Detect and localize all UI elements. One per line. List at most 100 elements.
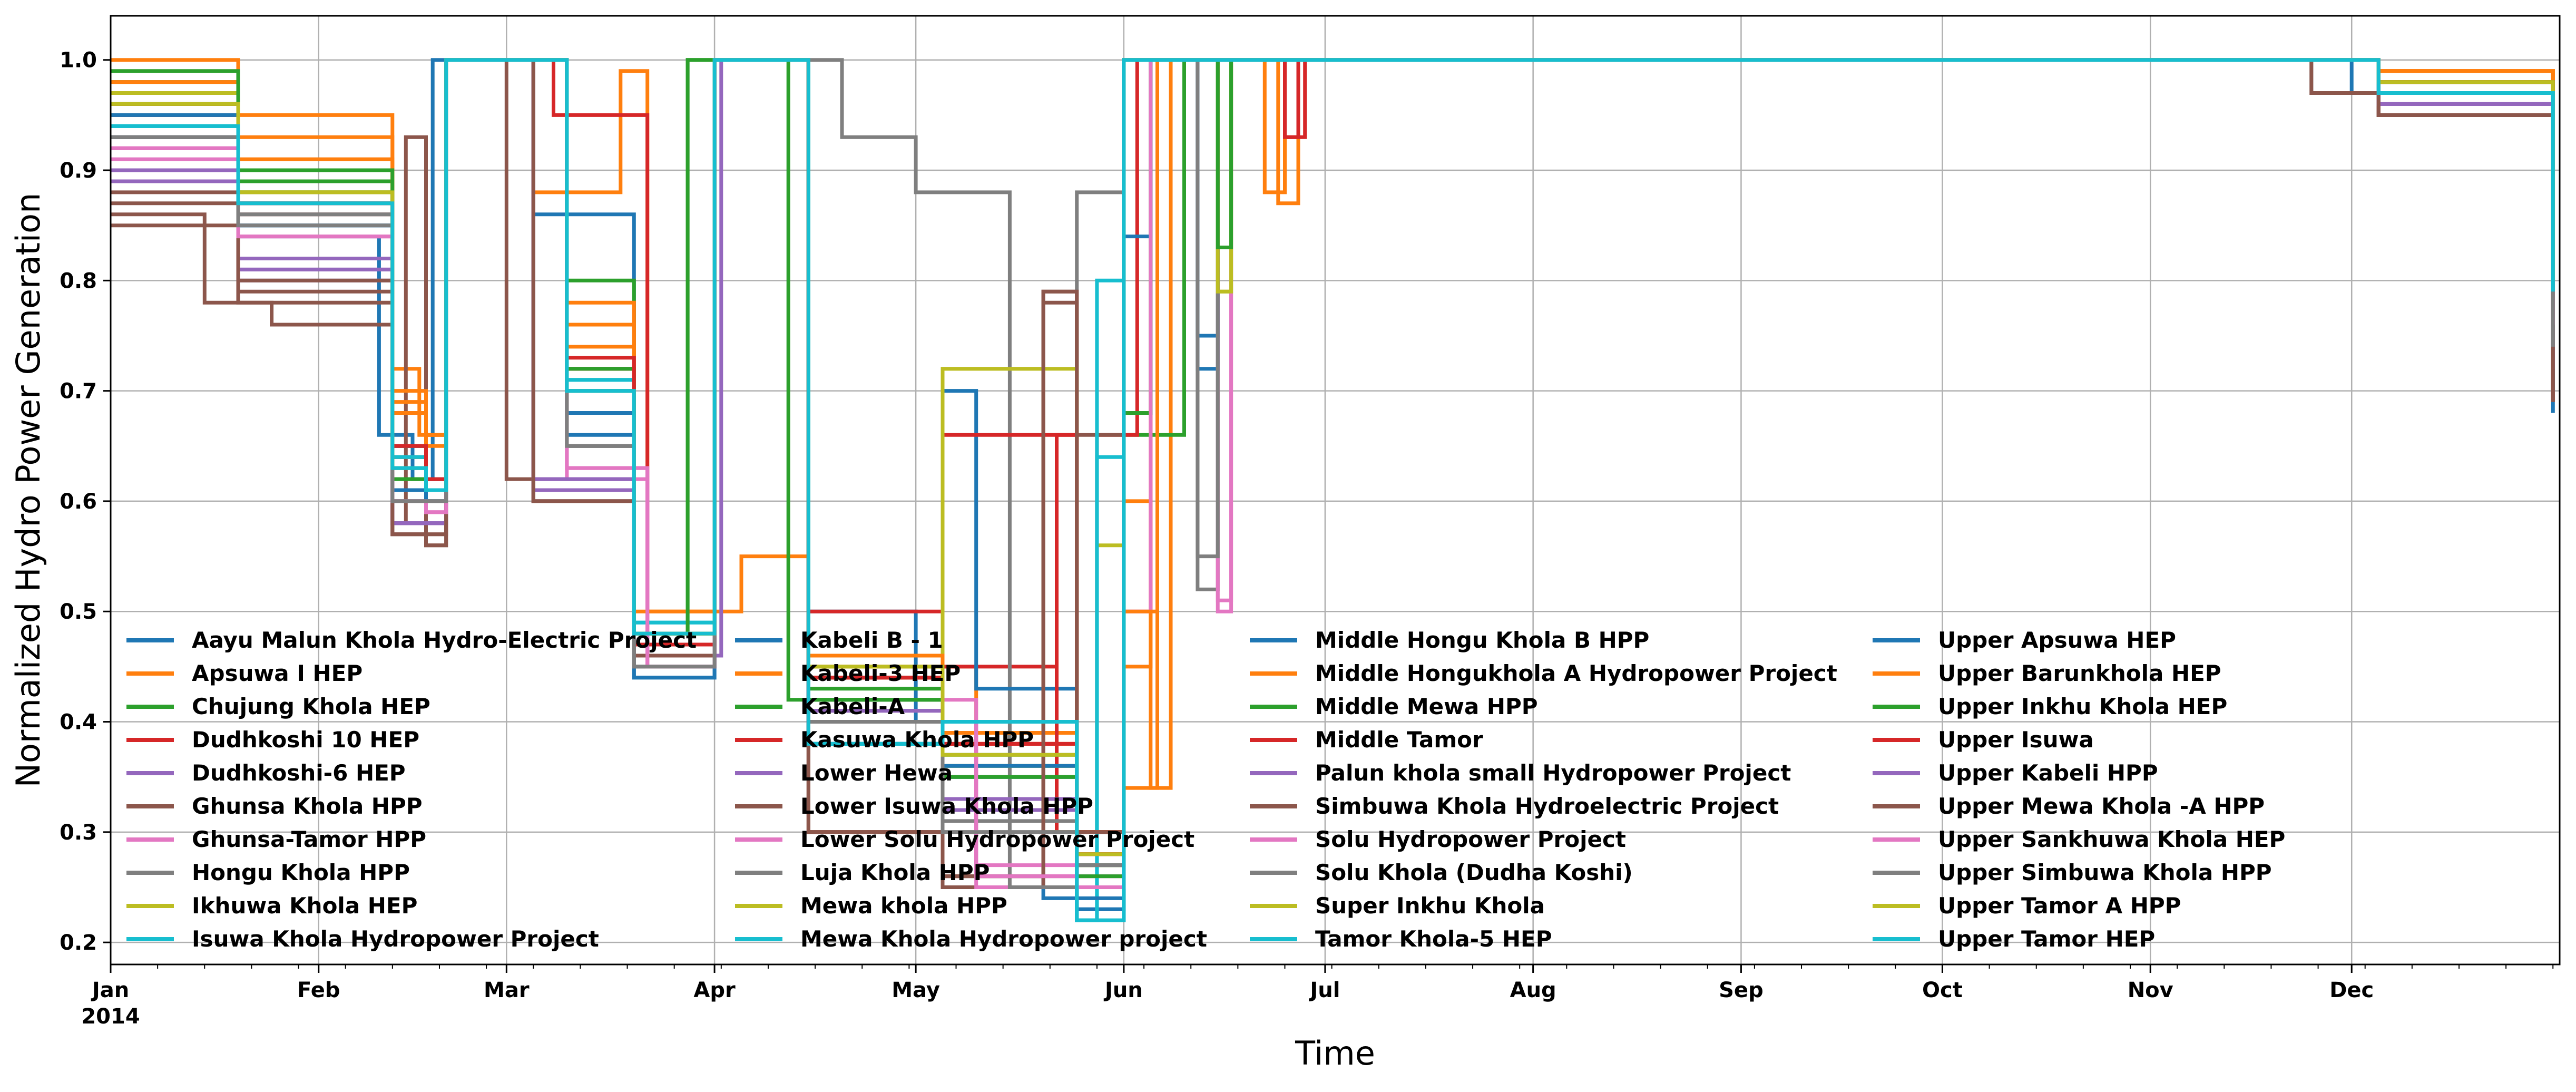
legend[interactable]: Aayu Malun Khola Hydro-Electric Project A… [126,627,2285,952]
legend-item[interactable]: Kasuwa Khola HPP [735,727,1034,753]
y-tick-label: 0.5 [60,600,97,624]
legend-item[interactable]: Lower Isuwa Khola HPP [735,793,1093,819]
legend-label: Lower Hewa [800,760,953,786]
legend-item[interactable]: Dudhkoshi-6 HEP [126,760,406,786]
legend-item[interactable]: Mewa Khola Hydropower project [735,926,1207,952]
legend-item[interactable]: Kabeli-A [735,694,905,719]
axis-ticks: 0.2 0.3 0.4 0.5 0.6 0.7 0.8 0.9 1.0 Jan 2014 Feb Mar… [60,48,2554,1029]
legend-label: Hongu Khola HPP [192,860,410,885]
legend-label: Tamor Khola-5 HEP [1315,926,1552,952]
legend-item[interactable]: Upper Sankhuwa Khola HEP [1873,826,2285,852]
legend-label: Lower Isuwa Khola HPP [800,793,1093,819]
legend-label: Super Inkhu Khola [1315,893,1545,919]
legend-label: Apsuwa I HEP [192,660,363,686]
legend-label: Upper Barunkhola HEP [1938,660,2221,686]
legend-item[interactable]: Dudhkoshi 10 HEP [126,727,419,753]
legend-item[interactable]: Upper Kabeli HPP [1873,760,2158,786]
legend-label: Upper Kabeli HPP [1938,760,2158,786]
legend-item[interactable]: Luja Khola HPP [735,860,990,885]
legend-item[interactable]: Ghunsa Khola HPP [126,793,423,819]
legend-item[interactable]: Super Inkhu Khola [1250,893,1545,919]
x-tick-label: Nov [2128,978,2173,1002]
legend-label: Dudhkoshi 10 HEP [192,727,419,753]
y-tick-label: 0.6 [60,490,97,514]
legend-item[interactable]: Upper Tamor HEP [1873,926,2155,952]
legend-label: Aayu Malun Khola Hydro-Electric Project [192,627,697,653]
legend-item[interactable]: Upper Inkhu Khola HEP [1873,694,2227,719]
legend-item[interactable]: Middle Tamor [1250,727,1483,753]
x-tick-label: May [892,978,940,1002]
legend-item[interactable]: Ghunsa-Tamor HPP [126,826,426,852]
legend-label: Upper Tamor HEP [1938,926,2155,952]
legend-label: Kabeli-3 HEP [800,660,961,686]
legend-item[interactable]: Aayu Malun Khola Hydro-Electric Project [126,627,697,653]
legend-label: Upper Isuwa [1938,727,2094,753]
y-tick-label: 1.0 [60,48,97,73]
legend-label: Isuwa Khola Hydropower Project [192,926,599,952]
legend-item[interactable]: Upper Tamor A HPP [1873,893,2181,919]
legend-item[interactable]: Apsuwa I HEP [126,660,363,686]
legend-label: Ghunsa-Tamor HPP [192,826,426,852]
legend-label: Dudhkoshi-6 HEP [192,760,406,786]
y-tick-label: 0.3 [60,821,97,845]
x-tick-sublabel: 2014 [81,1005,140,1029]
legend-label: Chujung Khola HEP [192,694,430,719]
legend-item[interactable]: Upper Apsuwa HEP [1873,627,2176,653]
legend-label: Upper Inkhu Khola HEP [1938,694,2227,719]
x-tick-label: Oct [1922,978,1963,1002]
legend-label: Lower Solu Hydropower Project [800,826,1194,852]
legend-item[interactable]: Middle Hongu Khola B HPP [1250,627,1649,653]
legend-item[interactable]: Simbuwa Khola Hydroelectric Project [1250,793,1779,819]
legend-label: Ghunsa Khola HPP [192,793,423,819]
legend-item[interactable]: Lower Solu Hydropower Project [735,826,1194,852]
legend-label: Kabeli B - 1 [800,627,943,653]
legend-label: Simbuwa Khola Hydroelectric Project [1315,793,1779,819]
legend-label: Solu Khola (Dudha Koshi) [1315,860,1633,885]
series-line-40 [111,58,2555,922]
legend-item[interactable]: Hongu Khola HPP [126,860,410,885]
legend-item[interactable]: Tamor Khola-5 HEP [1250,926,1552,952]
x-tick-label: Jul [1308,978,1340,1002]
x-tick-label: Jun [1103,978,1143,1002]
legend-item[interactable]: Lower Hewa [735,760,953,786]
legend-item[interactable]: Solu Khola (Dudha Koshi) [1250,860,1633,885]
legend-label: Palun khola small Hydropower Project [1315,760,1791,786]
legend-item[interactable]: Chujung Khola HEP [126,694,430,719]
legend-item[interactable]: Solu Hydropower Project [1250,826,1626,852]
y-tick-label: 0.2 [60,931,97,955]
y-tick-label: 0.4 [60,710,97,735]
legend-label: Upper Tamor A HPP [1938,893,2181,919]
legend-item[interactable]: Middle Hongukhola A Hydropower Project [1250,660,1837,686]
legend-item[interactable]: Isuwa Khola Hydropower Project [126,926,599,952]
legend-item[interactable]: Upper Mewa Khola -A HPP [1873,793,2265,819]
legend-item[interactable]: Mewa khola HPP [735,893,1007,919]
legend-label: Middle Tamor [1315,727,1483,753]
legend-item[interactable]: Upper Barunkhola HEP [1873,660,2221,686]
legend-item[interactable]: Kabeli B - 1 [735,627,943,653]
legend-label: Upper Mewa Khola -A HPP [1938,793,2265,819]
x-tick-label: Feb [297,978,340,1002]
legend-label: Luja Khola HPP [800,860,990,885]
legend-item[interactable]: Middle Mewa HPP [1250,694,1538,719]
legend-label: Solu Hydropower Project [1315,826,1626,852]
x-tick-label: Aug [1510,978,1556,1002]
legend-item[interactable]: Kabeli-3 HEP [735,660,961,686]
legend-label: Upper Sankhuwa Khola HEP [1938,826,2285,852]
legend-label: Middle Mewa HPP [1315,694,1538,719]
legend-label: Middle Hongu Khola B HPP [1315,627,1649,653]
plot-frame [110,15,2561,966]
legend-label: Upper Apsuwa HEP [1938,627,2176,653]
legend-item[interactable]: Palun khola small Hydropower Project [1250,760,1791,786]
legend-item[interactable]: Upper Simbuwa Khola HPP [1873,860,2272,885]
legend-label: Middle Hongukhola A Hydropower Project [1315,660,1837,686]
x-axis-label: Time [1295,1034,1375,1072]
legend-item[interactable]: Upper Isuwa [1873,727,2094,753]
x-tick-label: Mar [484,978,530,1002]
legend-label: Ikhuwa Khola HEP [192,893,417,919]
series-lines [111,58,2555,922]
legend-label: Mewa Khola Hydropower project [800,926,1207,952]
legend-label: Mewa khola HPP [800,893,1007,919]
legend-item[interactable]: Ikhuwa Khola HEP [126,893,417,919]
x-tick-label: Apr [693,978,736,1002]
